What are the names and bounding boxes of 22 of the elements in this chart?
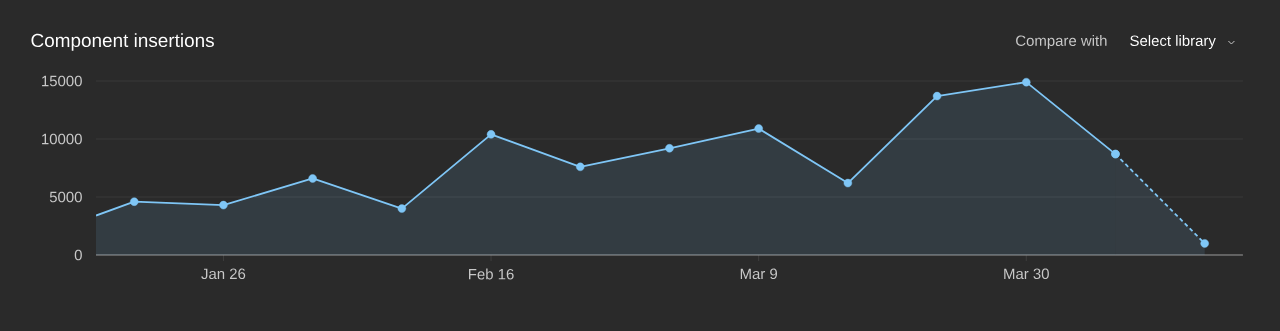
point (397, 204, 407, 213)
point (843, 178, 853, 188)
point (486, 130, 496, 139)
point (1022, 77, 1031, 87)
text: Select library (1130, 35, 1216, 49)
point (754, 124, 763, 133)
point (665, 144, 674, 153)
x-tick-label: Mar 9 (740, 268, 778, 280)
y-tick-label: 15000 (42, 75, 82, 87)
y-tick-label: 5000 (49, 191, 82, 203)
point (308, 174, 317, 183)
point (130, 197, 139, 206)
text: Compare with (1016, 35, 1107, 49)
y-tick-label: 0 (74, 249, 82, 261)
point (576, 162, 585, 172)
y-tick-label: 10000 (42, 133, 82, 145)
x-tick-label: Jan 26 (201, 268, 246, 280)
point (932, 91, 942, 101)
x-tick-label: Mar 30 (1004, 268, 1049, 280)
chart-title: Component insertions (31, 33, 214, 51)
point (219, 200, 228, 210)
x-tick-label: Feb 16 (469, 268, 514, 280)
